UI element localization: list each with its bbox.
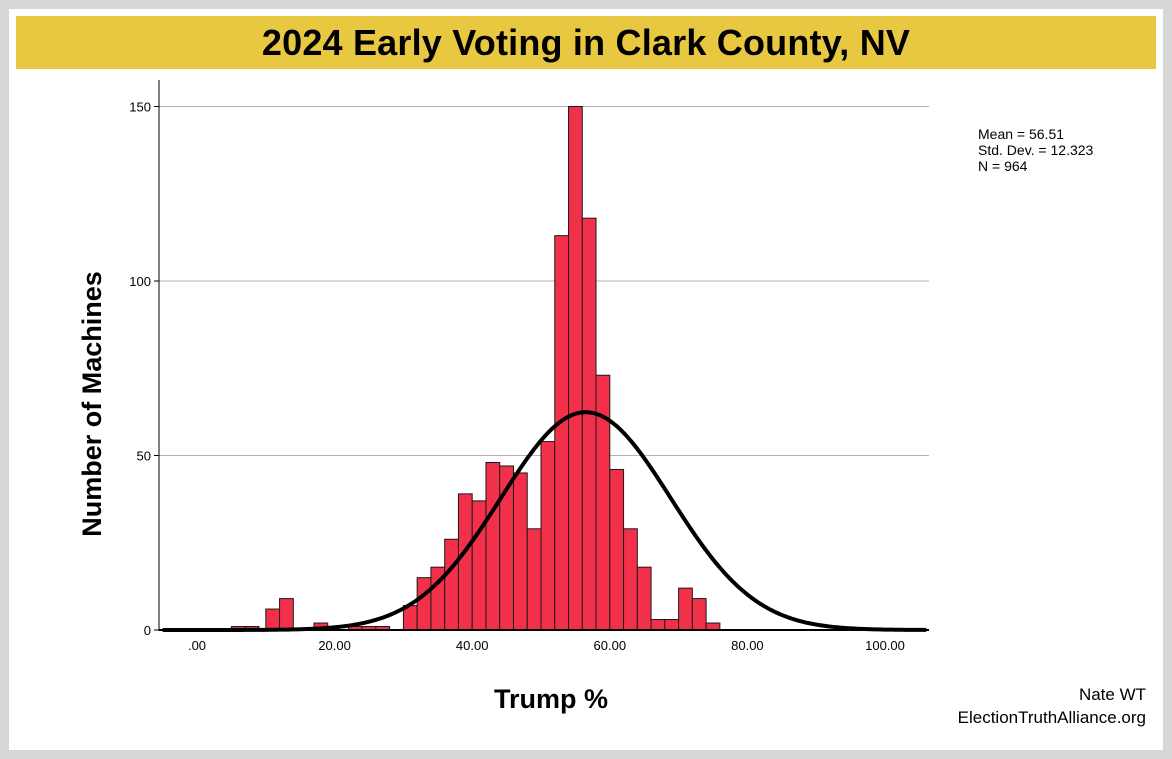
- title-banner: 2024 Early Voting in Clark County, NV: [16, 16, 1156, 69]
- histogram-bar-24: [623, 528, 638, 631]
- x-tick-label-80: 80.00: [731, 638, 764, 653]
- stat-std-dev: Std. Dev. = 12.323: [978, 142, 1094, 158]
- axes: [154, 80, 929, 631]
- y-axis-label: Number of Machines: [77, 271, 107, 537]
- histogram-bar-20: [568, 106, 583, 631]
- x-tick-label-0: .00: [188, 638, 206, 653]
- histogram-bar-25: [636, 566, 652, 631]
- grid-lines: [159, 106, 929, 456]
- stats-box: Mean = 56.51 Std. Dev. = 12.323 N = 964: [978, 126, 1093, 174]
- x-tick-label-40: 40.00: [456, 638, 489, 653]
- histogram-bar-17: [526, 528, 542, 631]
- y-tick-label-150: 150: [129, 100, 151, 115]
- histogram-bar-12: [457, 493, 473, 631]
- x-tick-label-20: 20.00: [318, 638, 351, 653]
- tick-labels: 0 50 100 150 .00 20.00 40.00 60.00 80.00 100.00: [129, 100, 905, 654]
- y-tick-label-0: 0: [144, 623, 151, 638]
- histogram-bars: [230, 106, 721, 631]
- histogram-bar-26: [650, 619, 666, 631]
- histogram-bar-13: [471, 500, 487, 631]
- stat-mean: Mean = 56.51: [978, 126, 1065, 142]
- histogram-bar-28: [678, 587, 693, 631]
- x-axis-label: Trump %: [494, 684, 608, 714]
- x-tick-label-100: 100.00: [865, 638, 905, 653]
- histogram-bar-9: [416, 577, 432, 631]
- histogram-bar-3: [279, 598, 294, 631]
- histogram-bar-30: [705, 622, 721, 631]
- credit-author: Nate WT: [1078, 685, 1146, 704]
- histogram-bar-11: [444, 538, 459, 631]
- credit-site: ElectionTruthAlliance.org: [957, 708, 1146, 727]
- x-tick-label-60: 60.00: [594, 638, 627, 653]
- y-tick-label-50: 50: [137, 449, 151, 464]
- chart-title: 2024 Early Voting in Clark County, NV: [261, 21, 911, 63]
- histogram-bar-27: [664, 619, 680, 631]
- histogram-bar-18: [540, 441, 556, 631]
- histogram-bar-23: [609, 468, 625, 631]
- histogram-bar-21: [581, 217, 597, 631]
- histogram-bar-16: [512, 472, 528, 631]
- y-tick-label-100: 100: [129, 274, 151, 289]
- histogram-bar-29: [691, 598, 707, 631]
- stat-n: N = 964: [978, 158, 1028, 174]
- histogram-bar-2: [265, 608, 281, 631]
- histogram-bar-19: [554, 235, 570, 631]
- credit-block: Nate WT ElectionTruthAlliance.org: [958, 683, 1146, 729]
- histogram-bar-14: [485, 461, 501, 631]
